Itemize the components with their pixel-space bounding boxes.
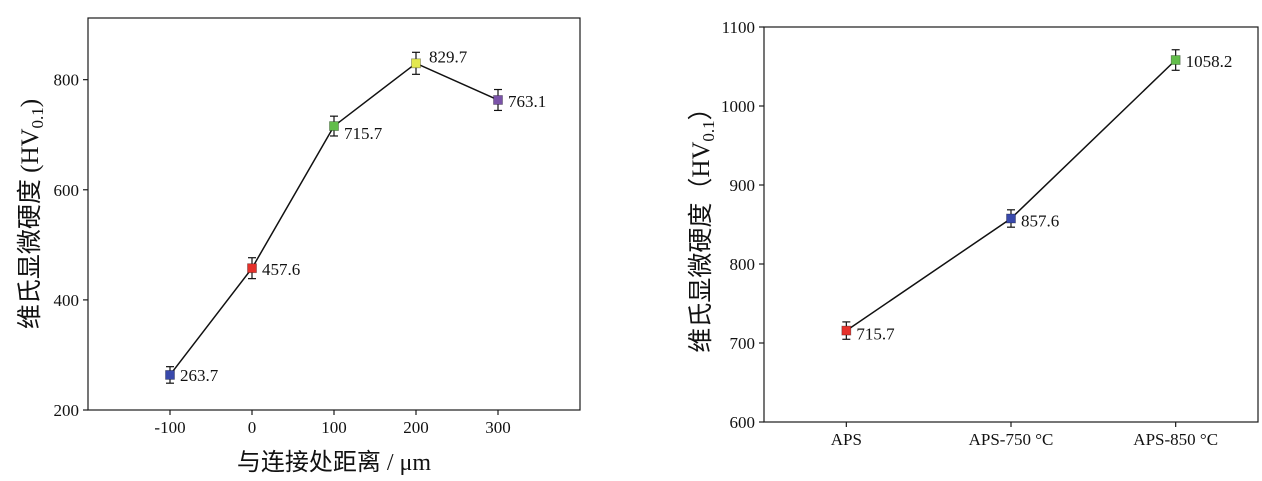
- y-tick-label: 700: [730, 334, 756, 353]
- data-label: 857.6: [1021, 211, 1059, 230]
- y-axis-label-subscript: 0.1: [699, 120, 718, 141]
- y-tick-label: 600: [730, 413, 756, 432]
- y-tick-label: 1100: [722, 18, 755, 37]
- x-tick-label: 300: [485, 418, 511, 437]
- data-label: 829.7: [429, 47, 468, 66]
- y-tick-label: 1000: [721, 97, 755, 116]
- data-point-marker: [329, 121, 339, 131]
- y-tick-label: 800: [730, 255, 756, 274]
- data-point-marker: [841, 325, 852, 336]
- y-axis-label: 维氏显微硬度（HV0.1）: [687, 95, 718, 352]
- hardness-vs-distance-chart: 与连接处距离 / μm 维氏显微硬度 (HV0.1) 200 400 600 800 -…: [16, 17, 581, 476]
- y-tick-label: 600: [54, 181, 80, 200]
- y-axis-label-text: 维氏显微硬度 (HV: [16, 128, 44, 329]
- series-line: [169, 62, 499, 376]
- data-label: 715.7: [856, 325, 895, 344]
- y-axis-label-close: ): [17, 99, 44, 107]
- x-tick-label: APS-750 °C: [969, 430, 1054, 449]
- series-line: [845, 59, 1177, 332]
- data-label: 263.7: [180, 366, 219, 385]
- y-axis-label-text: 维氏显微硬度（HV: [687, 142, 715, 353]
- y-tick-label: 900: [730, 176, 756, 195]
- y-axis-label-subscript: 0.1: [28, 107, 47, 128]
- x-tick-label: -100: [154, 418, 185, 437]
- data-point-marker: [247, 263, 257, 274]
- x-tick-label: APS: [831, 430, 862, 449]
- data-label: 763.1: [508, 92, 546, 111]
- data-label: 1058.2: [1186, 52, 1233, 71]
- y-tick-label: 800: [54, 71, 80, 90]
- x-tick-label: 200: [403, 418, 429, 437]
- x-tick-label: 100: [321, 418, 347, 437]
- y-axis-label: 维氏显微硬度 (HV0.1): [16, 99, 47, 329]
- plot-frame: [87, 17, 581, 411]
- data-point-marker: [411, 58, 421, 69]
- y-tick-label: 400: [54, 291, 80, 310]
- y-tick-label: 200: [54, 401, 80, 420]
- data-label: 715.7: [344, 124, 383, 143]
- data-point-marker: [1170, 55, 1181, 65]
- data-label: 457.6: [262, 260, 300, 279]
- hardness-by-process-chart: 维氏显微硬度（HV0.1） 600 700 800 900 1000 1100 APS APS…: [687, 18, 1259, 449]
- x-tick-label: 0: [248, 418, 257, 437]
- x-axis-label: 与连接处距离 / μm: [237, 449, 432, 476]
- x-tick-label: APS-850 °C: [1133, 430, 1218, 449]
- data-point-marker: [493, 95, 503, 105]
- data-point-marker: [1006, 213, 1016, 224]
- y-axis-label-close: ）: [687, 95, 715, 120]
- data-point-marker: [165, 370, 175, 380]
